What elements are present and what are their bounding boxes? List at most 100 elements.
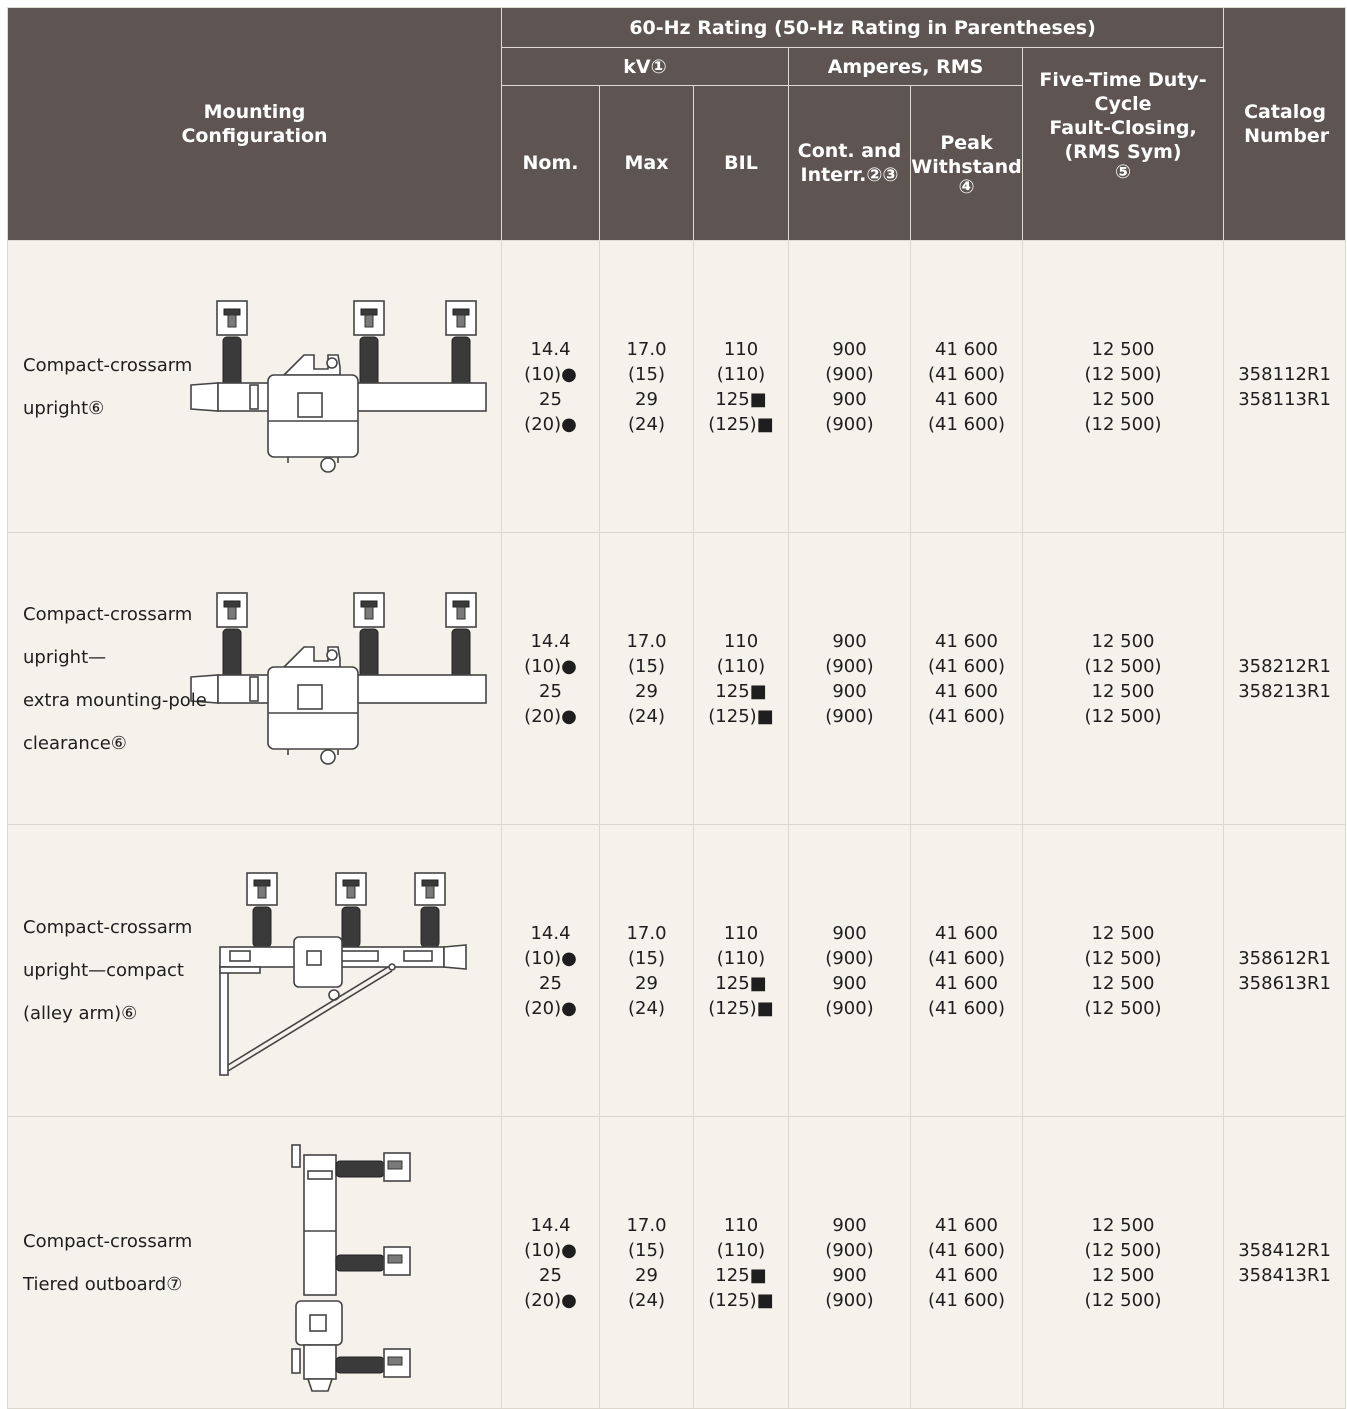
mounting-line: (alley arm)⑥ bbox=[23, 1003, 138, 1024]
peak-value: (41 600) bbox=[927, 705, 1006, 727]
max-value: (15) bbox=[628, 363, 665, 385]
bil-value: 125■ bbox=[715, 972, 767, 994]
catalog-cell: 358412R1 358413R1 bbox=[1223, 1116, 1347, 1409]
fault-value: 12 500 bbox=[1091, 630, 1155, 652]
max-value: 17.0 bbox=[626, 630, 667, 652]
peak-cell: 41 600 (41 600) 41 600 (41 600) bbox=[910, 532, 1023, 825]
fault-closing-header: Five-Time Duty-Cycle Fault-Closing, (RMS… bbox=[1021, 47, 1225, 241]
nom-value: (20)● bbox=[524, 413, 577, 435]
max-value: (15) bbox=[628, 1239, 665, 1261]
mounting-header: Mounting Configuration bbox=[7, 7, 502, 241]
mounting-line: Tiered outboard⑦ bbox=[23, 1273, 183, 1295]
fault-value: (12 500) bbox=[1084, 1239, 1162, 1261]
max-value: 29 bbox=[635, 680, 658, 702]
bil-header: BIL bbox=[693, 85, 789, 241]
cont-value: 900 bbox=[832, 922, 867, 944]
fault-cell: 12 500 (12 500) 12 500 (12 500) bbox=[1021, 532, 1225, 825]
catalog-number: 358412R1 bbox=[1238, 1239, 1331, 1261]
mounting-line: clearance⑥ bbox=[23, 732, 127, 754]
mounting-cell: Compact-crossarm upright—compact (alley … bbox=[7, 824, 502, 1117]
fault-cell: 12 500 (12 500) 12 500 (12 500) bbox=[1021, 240, 1225, 533]
bil-value: 110 bbox=[723, 338, 759, 360]
catalog-number: 358413R1 bbox=[1238, 1264, 1331, 1286]
fault-value: 12 500 bbox=[1091, 680, 1155, 702]
catalog-number: 358612R1 bbox=[1238, 947, 1331, 969]
bil-value: 125■ bbox=[715, 388, 767, 410]
peak-value: (41 600) bbox=[927, 997, 1006, 1019]
nom-cell: 14.4 (10)● 25 (20)● bbox=[501, 824, 600, 1117]
peak-line-1: Peak bbox=[940, 132, 993, 154]
max-value: (24) bbox=[628, 997, 665, 1019]
bil-value: 110 bbox=[723, 922, 759, 944]
mounting-line: Compact-crossarm bbox=[23, 1230, 193, 1252]
cont-cell: 900 (900) 900 (900) bbox=[788, 1116, 911, 1409]
peak-value: 41 600 bbox=[935, 338, 998, 360]
mounting-cell: Compact-crossarm upright⑥ bbox=[7, 240, 502, 533]
max-value: 17.0 bbox=[626, 338, 667, 360]
nom-value: 14.4 bbox=[530, 630, 571, 652]
table-row: Compact-crossarm upright— extra mounting… bbox=[7, 532, 1347, 825]
mounting-line: upright— bbox=[23, 646, 107, 668]
bil-value: 125■ bbox=[715, 1264, 767, 1286]
nom-value: (20)● bbox=[524, 705, 577, 727]
catalog-number: 358113R1 bbox=[1238, 388, 1331, 410]
bil-value: 110 bbox=[723, 630, 759, 652]
cont-value: 900 bbox=[832, 630, 867, 652]
cont-value: (900) bbox=[825, 947, 874, 969]
cont-value: 900 bbox=[832, 388, 867, 410]
rating-table: Mounting Configuration 60-Hz Rating (50-… bbox=[7, 7, 1347, 1409]
mounting-line: Compact-crossarm bbox=[23, 354, 193, 376]
mounting-cell: Compact-crossarm upright— extra mounting… bbox=[7, 532, 502, 825]
rating-title-header: 60-Hz Rating (50-Hz Rating in Parenthese… bbox=[500, 7, 1225, 48]
nom-value: (10)● bbox=[524, 947, 577, 969]
peak-value: 41 600 bbox=[935, 630, 998, 652]
fault-value: 12 500 bbox=[1091, 922, 1155, 944]
cont-value: (900) bbox=[825, 997, 874, 1019]
nom-value: 14.4 bbox=[530, 922, 571, 944]
cont-cell: 900 (900) 900 (900) bbox=[788, 532, 911, 825]
bil-value: (125)■ bbox=[708, 997, 774, 1019]
mounting-line: Compact-crossarm bbox=[23, 917, 193, 938]
fault-value: (12 500) bbox=[1084, 997, 1162, 1019]
catalog-number: 358213R1 bbox=[1238, 680, 1331, 702]
nom-cell: 14.4 (10)● 25 (20)● bbox=[501, 532, 600, 825]
max-header: Max bbox=[599, 85, 694, 241]
bil-cell: 110 (110) 125■ (125)■ bbox=[693, 532, 789, 825]
bil-value: 110 bbox=[723, 1214, 759, 1236]
peak-cell: 41 600 (41 600) 41 600 (41 600) bbox=[910, 824, 1023, 1117]
cont-value: (900) bbox=[825, 413, 874, 435]
fault-value: (12 500) bbox=[1084, 705, 1162, 727]
bil-value: (125)■ bbox=[708, 705, 774, 727]
cont-cell: 900 (900) 900 (900) bbox=[788, 824, 911, 1117]
nom-value: 25 bbox=[539, 972, 562, 994]
fault-value: (12 500) bbox=[1084, 363, 1162, 385]
max-cell: 17.0 (15) 29 (24) bbox=[599, 824, 694, 1117]
switch-alley-arm-drawing bbox=[219, 872, 467, 1076]
nom-value: (10)● bbox=[524, 655, 577, 677]
max-cell: 17.0 (15) 29 (24) bbox=[599, 240, 694, 533]
table-row: Compact-crossarm upright—compact (alley … bbox=[7, 824, 1347, 1117]
max-value: (24) bbox=[628, 413, 665, 435]
catalog-cell: 358212R1 358213R1 bbox=[1223, 532, 1347, 825]
peak-value: (41 600) bbox=[927, 1239, 1006, 1261]
peak-value: (41 600) bbox=[927, 947, 1006, 969]
mounting-line: upright⑥ bbox=[23, 397, 105, 419]
peak-value: 41 600 bbox=[935, 922, 998, 944]
nom-value: (10)● bbox=[524, 363, 577, 385]
fault-value: 12 500 bbox=[1091, 1214, 1155, 1236]
cont-value: (900) bbox=[825, 1289, 874, 1311]
fault-value: 12 500 bbox=[1091, 972, 1155, 994]
peak-line-2: Withstand bbox=[911, 156, 1022, 178]
max-cell: 17.0 (15) 29 (24) bbox=[599, 532, 694, 825]
bil-cell: 110 (110) 125■ (125)■ bbox=[693, 1116, 789, 1409]
nom-value: 14.4 bbox=[530, 338, 571, 360]
cont-value: 900 bbox=[832, 680, 867, 702]
catalog-cell: 358612R1 358613R1 bbox=[1223, 824, 1347, 1117]
bil-value: (110) bbox=[716, 655, 766, 677]
nom-value: (10)● bbox=[524, 1239, 577, 1261]
insulator-bottom bbox=[335, 1348, 411, 1378]
max-value: 29 bbox=[635, 972, 658, 994]
peak-cell: 41 600 (41 600) 41 600 (41 600) bbox=[910, 240, 1023, 533]
max-value: 29 bbox=[635, 1264, 658, 1286]
peak-value: 41 600 bbox=[935, 680, 998, 702]
